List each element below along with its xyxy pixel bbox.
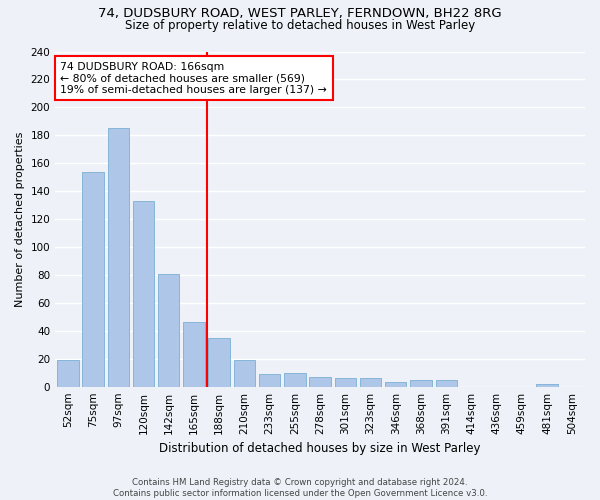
Bar [107, 128, 129, 386]
Bar [133, 201, 154, 386]
Bar [82, 172, 104, 386]
Text: Contains HM Land Registry data © Crown copyright and database right 2024.
Contai: Contains HM Land Registry data © Crown c… [113, 478, 487, 498]
Text: Size of property relative to detached houses in West Parley: Size of property relative to detached ho… [125, 18, 475, 32]
Bar [360, 378, 381, 386]
Bar [410, 380, 432, 386]
Bar [385, 382, 406, 386]
Bar [436, 380, 457, 386]
Bar [335, 378, 356, 386]
Bar [310, 377, 331, 386]
Bar [57, 360, 79, 386]
Bar [183, 322, 205, 386]
Bar [158, 274, 179, 386]
Bar [208, 338, 230, 386]
Y-axis label: Number of detached properties: Number of detached properties [15, 132, 25, 307]
Bar [536, 384, 558, 386]
X-axis label: Distribution of detached houses by size in West Parley: Distribution of detached houses by size … [160, 442, 481, 455]
Text: 74, DUDSBURY ROAD, WEST PARLEY, FERNDOWN, BH22 8RG: 74, DUDSBURY ROAD, WEST PARLEY, FERNDOWN… [98, 8, 502, 20]
Bar [233, 360, 255, 386]
Text: 74 DUDSBURY ROAD: 166sqm
← 80% of detached houses are smaller (569)
19% of semi-: 74 DUDSBURY ROAD: 166sqm ← 80% of detach… [61, 62, 327, 95]
Bar [284, 372, 305, 386]
Bar [259, 374, 280, 386]
